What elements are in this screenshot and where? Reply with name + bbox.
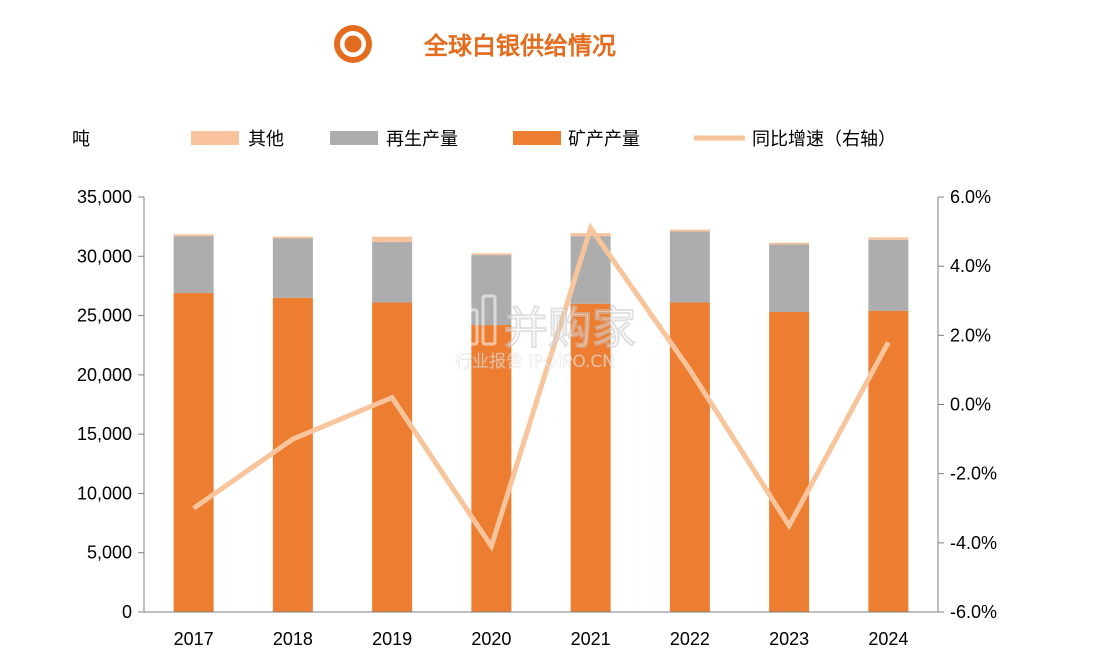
y-tick-label: 0 <box>122 602 132 622</box>
legend-label-growth: 同比增速（右轴） <box>752 129 896 150</box>
y2-tick-label: -2.0% <box>950 464 997 484</box>
bar-mine-2023 <box>769 312 810 612</box>
y-tick-label: 10,000 <box>77 483 132 503</box>
x-tick-label-2022: 2022 <box>670 629 710 649</box>
bar-recycle-2023 <box>769 244 810 313</box>
y-tick-label: 15,000 <box>77 424 132 444</box>
bar-mine-2024 <box>868 310 909 612</box>
line-growth-yoy <box>192 222 891 553</box>
plot-area: 0 5,000 10,000 15,000 20,000 25,000 30,000 35,0… <box>77 187 997 649</box>
y-tick-label: 30,000 <box>77 246 132 266</box>
x-tick-label-2019: 2019 <box>372 629 412 649</box>
watermark-sub: 行业报告 IPOIPO.CN <box>455 352 615 372</box>
legend-item-other: 其他 <box>191 129 284 150</box>
legend-item-mine: 矿产产量 <box>513 129 640 150</box>
axes-group: 0 5,000 10,000 15,000 20,000 25,000 30,000 35,0… <box>77 187 997 649</box>
x-tick-label-2024: 2024 <box>868 629 908 649</box>
y-tick-label: 5,000 <box>87 543 132 563</box>
bar-series-group <box>173 229 909 612</box>
legend-item-recycle: 再生产量 <box>330 129 458 150</box>
watermark-logo-icon <box>445 294 497 346</box>
legend: 其他 再生产量 矿产产量 同比增速（右轴） <box>191 129 896 150</box>
x-tick-label-2017: 2017 <box>174 629 214 649</box>
y-tick-label: 20,000 <box>77 365 132 385</box>
watermark-brand: 并购家 <box>504 303 636 354</box>
bar-recycle-2017 <box>173 236 214 294</box>
y-tick-label: 35,000 <box>77 187 132 207</box>
legend-swatch-recycle <box>330 131 378 145</box>
y2-tick-label: -4.0% <box>950 533 997 553</box>
legend-label-mine: 矿产产量 <box>568 129 640 150</box>
legend-swatch-mine <box>513 131 561 145</box>
y2-tick-label: 2.0% <box>950 325 991 345</box>
legend-swatch-other <box>191 131 239 145</box>
bar-mine-2019 <box>372 302 413 612</box>
bar-other-2018 <box>272 236 313 239</box>
line-series-group <box>192 222 891 553</box>
chart-header: 全球白银供给情况 <box>334 25 616 63</box>
bar-recycle-2018 <box>272 238 313 298</box>
bar-recycle-2019 <box>372 242 413 303</box>
legend-label-recycle: 再生产量 <box>386 129 458 150</box>
x-tick-label-2018: 2018 <box>273 629 313 649</box>
bar-other-2023 <box>769 242 810 245</box>
y-tick-label: 25,000 <box>77 306 132 326</box>
bar-mine-2021 <box>570 303 611 612</box>
bar-recycle-2022 <box>669 231 710 303</box>
bar-other-2017 <box>173 234 214 237</box>
bar-recycle-2024 <box>868 239 909 311</box>
y-unit-label: 吨 <box>72 129 90 150</box>
x-tick-label-2020: 2020 <box>471 629 511 649</box>
y2-tick-label: 4.0% <box>950 256 991 276</box>
bar-other-2019 <box>372 236 413 243</box>
y2-tick-label: 6.0% <box>950 187 991 207</box>
bar-mine-2018 <box>272 297 313 612</box>
bar-mine-2017 <box>173 293 214 612</box>
legend-item-growth: 同比增速（右轴） <box>694 129 896 150</box>
bar-other-2024 <box>868 237 909 240</box>
y2-tick-label: -6.0% <box>950 602 997 622</box>
watermark: 并购家 行业报告 IPOIPO.CN <box>445 294 636 372</box>
bar-other-2022 <box>669 229 710 232</box>
chart-title: 全球白银供给情况 <box>423 31 616 60</box>
bar-mine-2020 <box>471 325 512 612</box>
bullseye-icon <box>334 25 372 63</box>
y2-tick-label: 0.0% <box>950 395 991 415</box>
x-tick-label-2023: 2023 <box>769 629 809 649</box>
bar-other-2020 <box>471 253 512 256</box>
legend-label-other: 其他 <box>248 129 284 150</box>
x-tick-label-2021: 2021 <box>571 629 611 649</box>
